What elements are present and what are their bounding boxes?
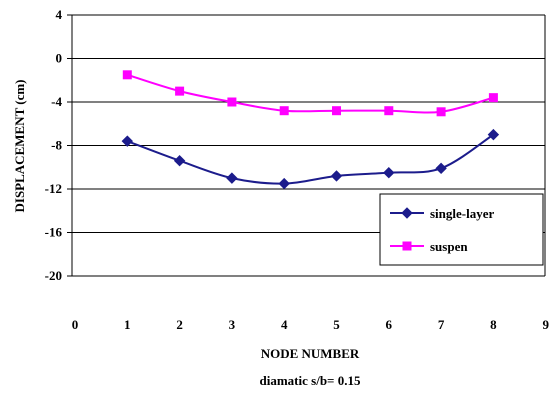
data-point-square [332,106,341,116]
x-tick-label: 3 [229,317,236,332]
data-point-diamond [278,177,290,190]
data-point-square [122,70,132,80]
x-tick-label: 2 [176,317,183,332]
data-point-square [279,106,289,116]
x-axis-title: NODE NUMBER [261,346,360,361]
x-tick-label: 9 [542,317,549,332]
y-axis-title: DISPLACEMENT (cm) [12,79,27,212]
chart-caption: diamatic s/b= 0.15 [260,373,361,388]
data-point-diamond [226,172,238,184]
data-point-diamond [401,207,413,219]
y-tick-label: 4 [56,7,63,22]
data-point-square [436,107,446,117]
series-suspen [122,70,498,117]
axes [67,14,546,277]
x-tick-labels: 0 1 2 3 4 5 6 7 8 9 [72,317,550,332]
data-point-diamond [121,135,134,147]
legend-label: suspen [430,239,468,254]
data-point-square [175,86,185,96]
series-single-layer [121,128,500,190]
y-tick-label: -12 [45,181,62,196]
grid-lines [72,14,545,277]
y-tick-label: -20 [45,268,62,283]
data-point-square [488,93,498,103]
data-point-diamond [330,170,343,182]
data-point-square [227,97,237,107]
data-point-square [384,106,394,116]
data-point-diamond [173,155,186,167]
data-point-diamond [383,166,395,179]
y-tick-label: -8 [51,138,62,153]
x-tick-label: 1 [124,317,131,332]
x-tick-label: 0 [72,317,79,332]
legend-box [379,193,544,266]
x-tick-label: 5 [333,317,340,332]
y-tick-label: 0 [56,51,63,66]
x-tick-label: 7 [438,317,445,332]
x-tick-label: 6 [386,317,393,332]
y-tick-label: -4 [51,94,62,109]
data-point-square [402,241,412,251]
legend: single-layer suspen [379,193,544,266]
series-group [121,70,500,190]
data-point-diamond [435,162,447,175]
legend-item: suspen [390,239,468,254]
x-tick-label: 8 [490,317,497,332]
legend-item: single-layer [390,206,494,221]
x-tick-label: 4 [281,317,288,332]
y-tick-labels: 4 0 -4 -8 -12 -16 -20 [45,7,63,283]
legend-label: single-layer [430,206,494,221]
y-tick-label: -16 [45,225,63,240]
data-point-diamond [487,128,500,141]
